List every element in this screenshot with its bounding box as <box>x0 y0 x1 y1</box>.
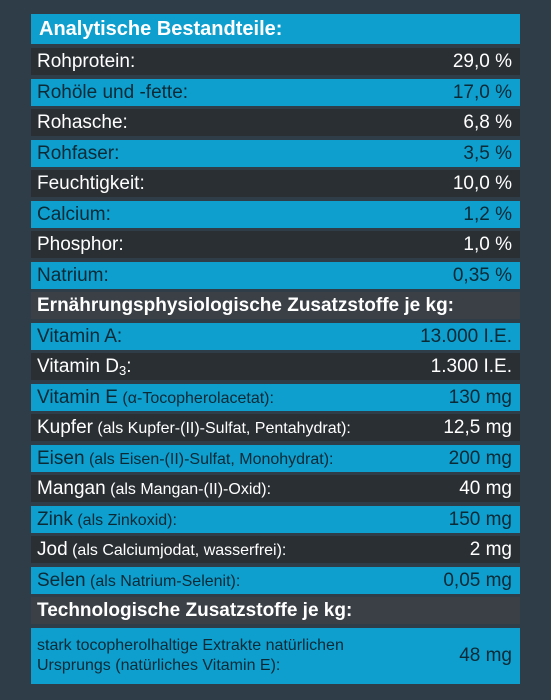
tech-value: 48 mg <box>459 645 512 666</box>
additive-value: 12,5 mg <box>443 416 512 438</box>
nutrient-name: Calcium: <box>37 203 111 225</box>
nutrient-value: 6,8 % <box>463 111 512 133</box>
nutrition-row: Jod (als Calciumjodat, wasserfrei): 2 mg <box>31 536 520 563</box>
analytic-row: Rohprotein: 29,0 % <box>31 48 520 75</box>
nutrient-name: Rohöle und -fette: <box>37 81 189 103</box>
analytic-row: Natrium: 0,35 % <box>31 262 520 289</box>
nutrient-value: 17,0 % <box>452 81 512 103</box>
nutrient-name: Rohasche: <box>37 111 128 133</box>
additive-detail: (als Calciumjodat, wasserfrei): <box>67 541 287 559</box>
tech-line-1: stark tocopherolhaltige Extrakte natürli… <box>37 637 344 654</box>
additive-detail: : <box>126 355 132 377</box>
additive-name: Zink (als Zinkoxid): <box>37 508 177 530</box>
nutrition-row: Vitamin D3: 1.300 I.E. <box>31 353 520 380</box>
additive-name: Vitamin E (α-Tocopherolacetat): <box>37 386 274 408</box>
nutrition-row: Kupfer (als Kupfer-(II)-Sulfat, Pentahyd… <box>31 414 520 441</box>
nutrition-row: Vitamin A: 13.000 I.E. <box>31 323 520 350</box>
nutrition-row: Vitamin E (α-Tocopherolacetat): 130 mg <box>31 384 520 411</box>
nutrient-name: Rohfaser: <box>37 142 120 164</box>
nutrition-row: Selen (als Natrium-Selenit): 0,05 mg <box>31 567 520 594</box>
additive-name: Selen (als Natrium-Selenit): <box>37 569 241 591</box>
tech-header: Technologische Zusatzstoffe je kg: <box>31 597 520 624</box>
nutrient-value: 0,35 % <box>452 264 512 286</box>
additive-value: 150 mg <box>448 508 512 530</box>
analytic-row: Rohasche: 6,8 % <box>31 109 520 136</box>
nutrient-value: 3,5 % <box>463 142 512 164</box>
additive-detail: (α-Tocopherolacetat): <box>117 389 274 407</box>
additive-value: 200 mg <box>448 447 512 469</box>
additive-value: 40 mg <box>459 477 512 499</box>
nutrition-row: Zink (als Zinkoxid): 150 mg <box>31 506 520 533</box>
tech-description: stark tocopherolhaltige Extrakte natürli… <box>37 636 344 676</box>
additive-name: Vitamin D3: <box>37 355 132 378</box>
additive-value: 130 mg <box>448 386 512 408</box>
additive-value: 2 mg <box>469 538 512 560</box>
nutrient-value: 1,0 % <box>463 233 512 255</box>
additive-name: Jod (als Calciumjodat, wasserfrei): <box>37 538 287 560</box>
nutrient-name: Phosphor: <box>37 233 124 255</box>
analytic-row: Feuchtigkeit: 10,0 % <box>31 170 520 197</box>
nutrition-row: Eisen (als Eisen-(II)-Sulfat, Monohydrat… <box>31 445 520 472</box>
tech-line-2: Ursprungs (natürliches Vitamin E): <box>37 657 281 674</box>
analytic-title: Analytische Bestandteile: <box>31 14 520 44</box>
analytic-row: Calcium: 1,2 % <box>31 201 520 228</box>
additive-name: Kupfer (als Kupfer-(II)-Sulfat, Pentahyd… <box>37 416 351 438</box>
nutrient-name: Rohprotein: <box>37 50 136 72</box>
additive-detail: (als Natrium-Selenit): <box>85 572 241 590</box>
subscript: 3 <box>119 362 127 378</box>
nutrient-value: 29,0 % <box>452 50 512 72</box>
additive-detail: (als Eisen-(II)-Sulfat, Monohydrat): <box>84 450 334 468</box>
additive-detail: (als Kupfer-(II)-Sulfat, Pentahydrat): <box>92 419 351 437</box>
additive-value: 1.300 I.E. <box>430 355 512 377</box>
additive-detail: (als Zinkoxid): <box>72 511 177 529</box>
analytic-row: Phosphor: 1,0 % <box>31 231 520 258</box>
nutrient-name: Feuchtigkeit: <box>37 172 145 194</box>
nutrient-name: Natrium: <box>37 264 109 286</box>
additive-value: 13.000 I.E. <box>420 325 512 347</box>
section-header: Technologische Zusatzstoffe je kg: <box>37 599 353 621</box>
nutrient-value: 10,0 % <box>452 172 512 194</box>
nutrient-value: 1,2 % <box>463 203 512 225</box>
tech-row: stark tocopherolhaltige Extrakte natürli… <box>31 628 520 684</box>
additive-detail: (als Mangan-(II)-Oxid): <box>105 480 272 498</box>
nutrition-row: Mangan (als Mangan-(II)-Oxid): 40 mg <box>31 475 520 502</box>
nutrition-header: Ernährungsphysiologische Zusatzstoffe je… <box>31 292 520 319</box>
analytic-row: Rohöle und -fette: 17,0 % <box>31 79 520 106</box>
additive-name: Mangan (als Mangan-(II)-Oxid): <box>37 477 272 499</box>
additive-value: 0,05 mg <box>443 569 512 591</box>
additive-name: Vitamin A: <box>37 325 123 347</box>
additive-name: Eisen (als Eisen-(II)-Sulfat, Monohydrat… <box>37 447 334 469</box>
section-header: Ernährungsphysiologische Zusatzstoffe je… <box>37 294 455 316</box>
analytic-row: Rohfaser: 3,5 % <box>31 140 520 167</box>
